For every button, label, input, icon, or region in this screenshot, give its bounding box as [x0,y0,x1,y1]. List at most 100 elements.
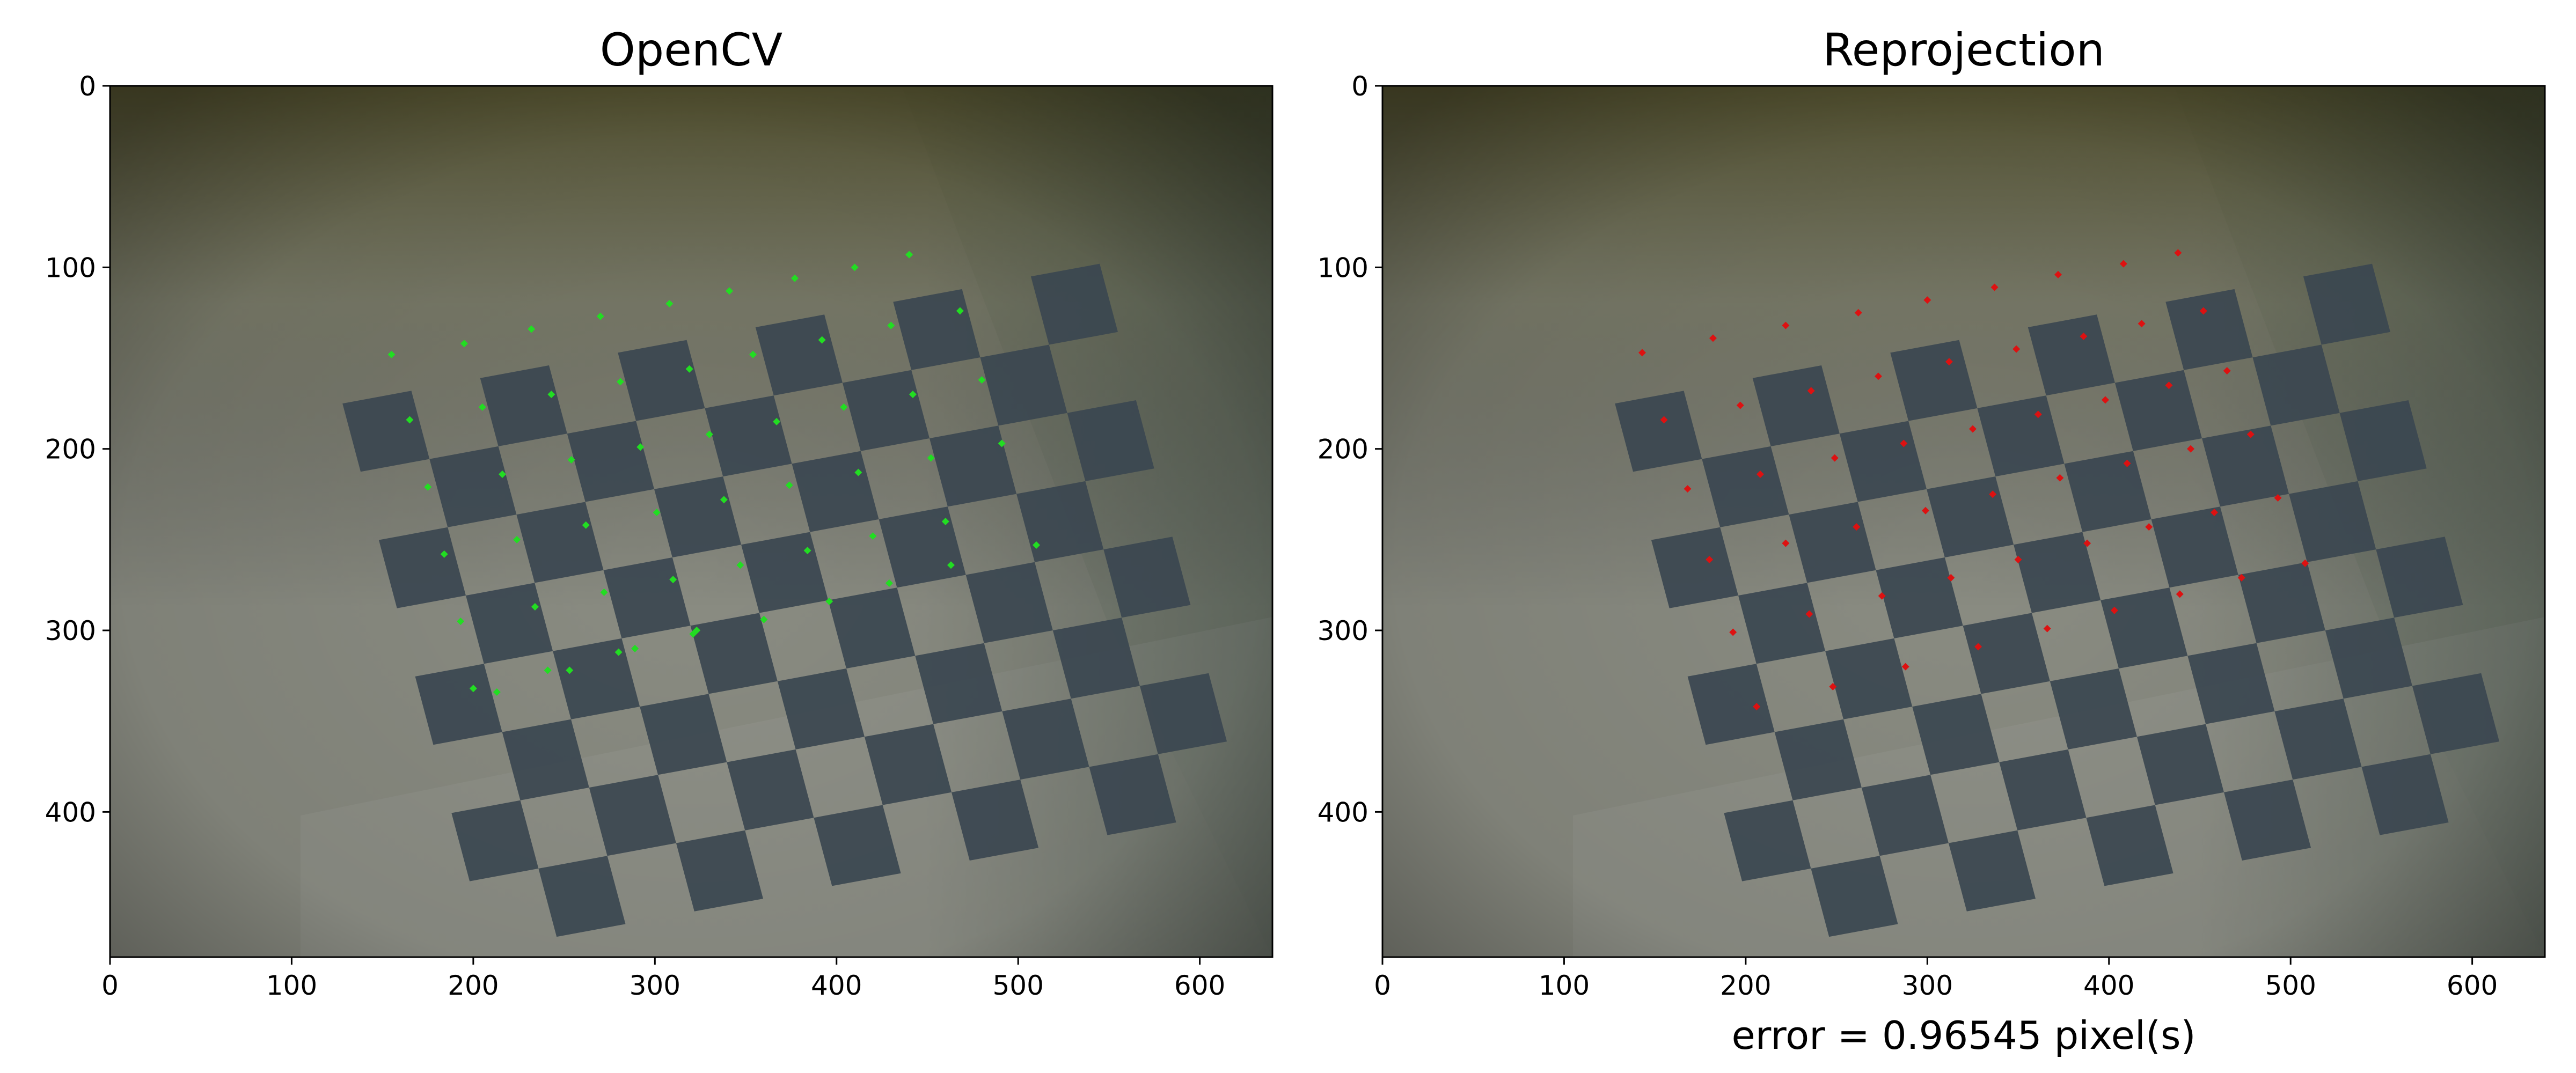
data-point [2138,320,2146,328]
checkerboard-square [2252,344,2340,426]
checkerboard-square [2303,263,2390,345]
data-point [614,648,623,656]
marker-layer [387,251,1041,696]
checkerboard-square [640,694,727,775]
data-point [998,439,1006,447]
x-tick-label: 400 [2083,970,2134,1001]
data-point [2054,270,2062,278]
data-point [685,365,693,373]
data-point [1974,643,1982,651]
data-point [851,263,859,271]
checkerboard-square [828,587,916,668]
checkerboard-square [342,391,430,472]
data-point [582,521,590,529]
checkerboard-square [589,775,676,856]
checkerboard-square [690,613,778,694]
checkerboard-square [1052,618,1140,699]
checkerboard-square [1977,395,2065,477]
data-point [1684,485,1692,493]
data-point [424,483,432,491]
data-point [2101,396,2109,404]
data-point [547,391,555,399]
data-point [653,509,661,517]
checkerboard-square [2412,673,2500,754]
checkerboard-square [1811,856,1898,937]
checkerboard-square [502,719,589,800]
checkerboard-square [1030,263,1118,345]
x-tick-label: 0 [101,970,119,1001]
data-point [2223,367,2231,375]
data-point [927,454,935,462]
data-point [1033,541,1041,549]
panel-reprojection: Reprojection 0 100 200 300 400 500 600 0 100 200… [1318,24,2546,1058]
data-point [513,535,521,543]
y-tick-label: 0 [1351,71,1368,102]
data-point [636,443,645,451]
camera-image [110,86,1272,957]
checkerboard-square [965,562,1053,643]
x-tick-label: 600 [2447,970,2498,1001]
chart-title: OpenCV [600,24,782,76]
data-point [825,597,833,605]
data-point [749,350,757,358]
marker-layer [1638,249,2309,711]
x-tick-label: 400 [811,970,862,1001]
data-point [1901,663,1909,671]
data-point [773,417,781,425]
data-point [1923,296,1931,304]
checkerboard-square [930,425,1017,507]
data-point [665,300,674,307]
data-point [885,579,893,587]
camera-image [1382,86,2545,957]
data-point [1900,439,1908,447]
checkerboard-square [1702,446,1789,527]
x-axis: 0 100 200 300 400 500 600 [1374,957,2498,1001]
checkerboard-square [2289,481,2376,562]
data-point [2043,624,2051,633]
checkerboard-square [1724,800,1811,881]
data-point [720,496,728,504]
checkerboard-square [466,583,553,664]
data-point [947,561,955,569]
checkerboard-square [538,856,626,937]
checkerboard-square [2028,314,2115,396]
data-point [1805,610,1813,618]
checkerboard-square [480,365,567,446]
data-point [440,550,448,558]
data-point [2145,523,2153,531]
checkerboard-square [1912,694,2000,775]
data-point [785,481,793,489]
data-point [840,403,848,411]
data-point [1921,506,1929,515]
data-point [528,325,536,333]
data-point [2165,381,2173,389]
checkerboard-square [2165,289,2253,370]
x-tick-label: 200 [1720,970,1771,1001]
data-point [1736,401,1744,409]
checkerboard-square [2202,425,2289,507]
checkerboard-square [2187,643,2275,724]
checkerboard-square [603,557,691,638]
data-point [1874,372,1882,380]
checkerboard-square [1002,699,1089,780]
data-point [909,391,917,399]
data-point [457,618,465,626]
checkerboard-square [567,421,654,502]
checkerboard-square [2376,536,2463,618]
checkerboard-square [2136,724,2224,805]
data-point [600,588,608,596]
data-point [854,468,862,476]
data-point [460,340,468,348]
data-point [1638,349,1646,357]
data-point [791,274,799,282]
checkerboard-square [2151,506,2238,588]
y-tick-label: 400 [45,797,96,828]
x-tick-label: 100 [266,970,317,1001]
checkerboard-square [1067,400,1154,481]
data-point [1782,321,1790,329]
data-point [2246,430,2255,438]
checkerboard-square [2064,451,2151,532]
data-point [1878,592,1886,600]
checkerboard-square [705,395,792,477]
